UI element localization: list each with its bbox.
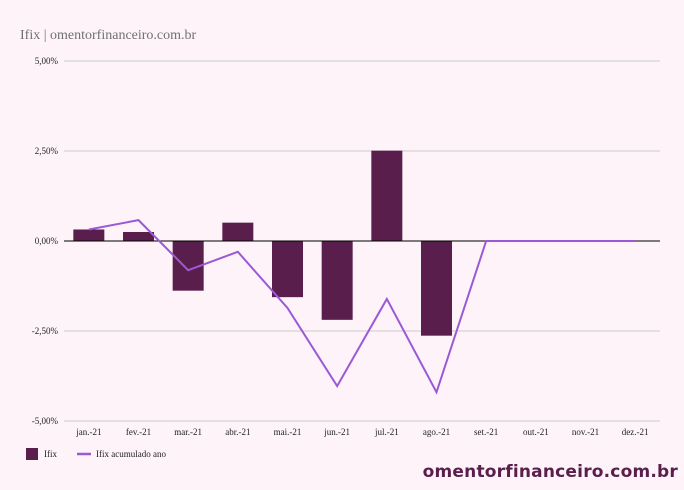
y-tick-label: -5,00% bbox=[32, 416, 59, 426]
x-tick-label: abr.-21 bbox=[225, 427, 250, 437]
y-tick-label: 2,50% bbox=[35, 146, 59, 156]
y-tick-label: 0,00% bbox=[35, 236, 59, 246]
chart-title: Ifix | omentorfinanceiro.com.br bbox=[20, 28, 197, 43]
x-tick-label: nov.-21 bbox=[572, 427, 599, 437]
watermark: omentorfinanceiro.com.br bbox=[422, 462, 678, 482]
x-tick-label: ago.-21 bbox=[423, 427, 450, 437]
y-tick-label: -2,50% bbox=[32, 326, 59, 336]
line-ifix-acumulado bbox=[88, 219, 636, 395]
bar-ifix bbox=[421, 241, 452, 336]
x-tick-label: dez.-21 bbox=[622, 427, 649, 437]
bar-ifix bbox=[321, 241, 353, 320]
x-tick-label: jul.-21 bbox=[374, 427, 399, 437]
bar-ifix bbox=[123, 232, 154, 241]
bar-ifix bbox=[73, 229, 105, 241]
x-tick-label: out.-21 bbox=[523, 427, 549, 437]
legend-label-ifix-acumulado: Ifix acumulado ano bbox=[96, 449, 166, 459]
x-tick-label: fev.-21 bbox=[126, 427, 151, 437]
legend-label-ifix: Ifix bbox=[44, 449, 57, 459]
y-tick-label: 5,00% bbox=[35, 56, 59, 66]
bar-ifix bbox=[272, 241, 303, 298]
x-tick-label: set.-21 bbox=[474, 427, 498, 437]
x-tick-label: mai.-21 bbox=[274, 427, 302, 437]
bar-ifix bbox=[222, 222, 254, 241]
legend-swatch-ifix bbox=[26, 448, 38, 460]
x-tick-label: mar.-21 bbox=[174, 427, 202, 437]
bar-ifix bbox=[371, 150, 403, 241]
x-tick-label: jun.-21 bbox=[323, 427, 350, 437]
x-tick-label: jan.-21 bbox=[75, 427, 101, 437]
